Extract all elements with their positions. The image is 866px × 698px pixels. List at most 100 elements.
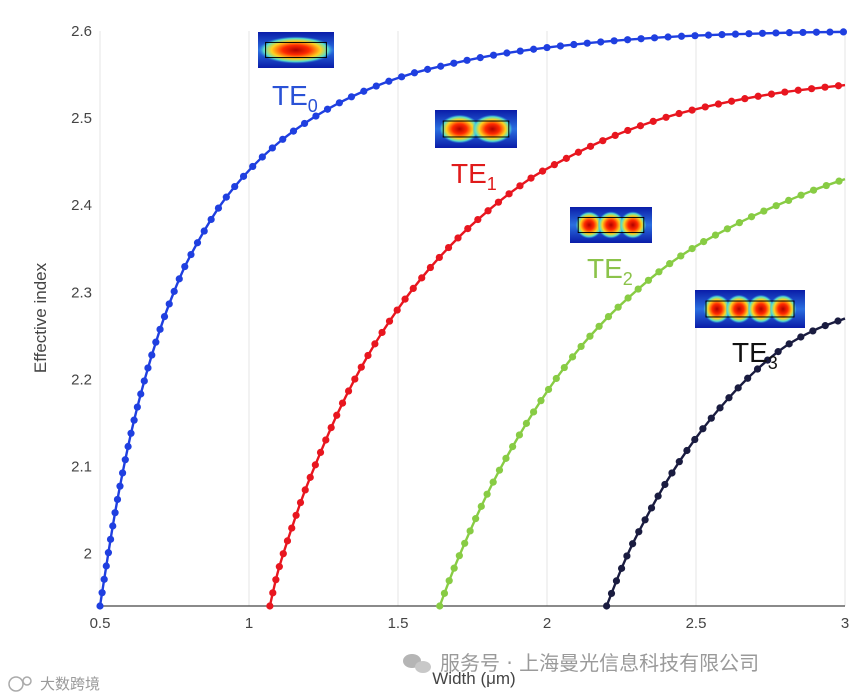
data-point-te2 [436, 602, 444, 610]
data-point-te0 [437, 62, 445, 70]
data-point-te0 [104, 549, 113, 557]
data-point-te1 [741, 95, 749, 103]
data-point-te2 [450, 564, 458, 572]
data-point-te2 [747, 213, 756, 221]
data-point-te1 [311, 461, 319, 469]
data-point-te0 [691, 32, 699, 40]
data-point-te2 [461, 539, 469, 547]
data-point-te2 [445, 577, 453, 585]
data-point-te0 [650, 34, 659, 42]
data-point-te0 [111, 509, 119, 517]
data-point-te0 [624, 36, 632, 44]
data-point-te0 [140, 377, 148, 385]
data-point-te3 [654, 492, 662, 500]
data-point-te1 [306, 473, 314, 481]
data-point-te1 [662, 113, 670, 121]
mode-profiles [258, 32, 805, 328]
x-tick-label: 2.5 [686, 615, 707, 632]
data-point-te0 [772, 29, 780, 37]
x-axis-title: Width (μm) [432, 669, 515, 688]
data-point-te3 [647, 504, 656, 512]
data-point-te0 [137, 390, 145, 398]
data-point-te0 [530, 45, 538, 53]
data-point-te3 [797, 333, 805, 341]
data-point-te1 [527, 174, 535, 182]
data-point-te0 [476, 54, 484, 62]
series-line-te2 [438, 177, 846, 607]
data-point-te1 [494, 198, 503, 206]
data-point-te0 [109, 522, 117, 530]
data-point-te3 [785, 340, 793, 348]
data-point-te0 [785, 29, 794, 37]
data-point-te3 [744, 374, 752, 382]
data-point-te1 [781, 88, 789, 96]
data-point-te0 [312, 112, 320, 120]
data-point-te0 [812, 28, 821, 36]
watermark-left: 大数跨境 [40, 675, 100, 693]
data-point-te0 [360, 87, 368, 95]
data-point-te0 [718, 31, 726, 39]
data-point-te1 [426, 263, 435, 272]
data-point-te0 [156, 325, 164, 333]
data-point-te2 [522, 419, 531, 427]
data-point-te1 [393, 306, 401, 314]
data-point-te2 [455, 552, 463, 560]
data-point-te2 [723, 225, 732, 233]
data-point-te1 [688, 106, 696, 114]
data-point-te3 [774, 348, 782, 356]
data-point-te0 [385, 77, 393, 85]
data-point-te2 [614, 303, 622, 311]
data-point-te0 [637, 35, 645, 43]
data-point-te2 [440, 589, 449, 597]
data-point-te0 [463, 56, 471, 64]
data-point-te1 [435, 253, 443, 262]
mode-label-te2: TE2 [587, 253, 633, 289]
data-point-te1 [338, 399, 347, 407]
data-point-te3 [635, 528, 643, 536]
data-point-te0 [133, 403, 141, 411]
data-point-te1 [675, 109, 683, 118]
data-point-te1 [538, 167, 547, 175]
data-point-te0 [300, 119, 309, 128]
series-line-te3 [605, 317, 846, 607]
data-point-te2 [483, 490, 491, 498]
x-tick-label: 3 [841, 615, 849, 632]
data-point-te0 [144, 364, 152, 372]
data-point-te3 [641, 516, 649, 524]
data-point-te0 [335, 99, 343, 107]
data-point-te2 [785, 196, 793, 204]
data-point-te2 [711, 231, 720, 239]
data-point-te3 [603, 602, 611, 610]
data-point-te1 [279, 550, 287, 558]
data-point-te0 [347, 93, 356, 101]
data-point-te0 [758, 29, 767, 37]
data-point-te0 [597, 38, 605, 46]
data-point-te3 [607, 589, 616, 598]
data-point-te1 [283, 537, 292, 545]
data-point-te2 [509, 443, 517, 451]
data-point-te0 [121, 456, 129, 464]
data-point-te0 [731, 30, 740, 38]
data-point-te2 [644, 276, 653, 284]
data-point-te0 [102, 562, 110, 570]
data-point-te2 [472, 515, 480, 523]
data-point-te0 [165, 300, 173, 308]
x-tick-label: 0.5 [90, 615, 111, 632]
data-point-te0 [207, 215, 215, 224]
data-point-te0 [124, 442, 132, 451]
data-point-te0 [372, 82, 380, 90]
data-point-te1 [574, 148, 583, 156]
data-point-te1 [754, 92, 762, 100]
x-tick-label: 1 [245, 615, 253, 632]
data-point-te1 [316, 448, 325, 456]
data-point-te3 [699, 425, 707, 433]
data-point-te1 [275, 563, 283, 571]
data-point-te0 [398, 73, 406, 81]
axes: 0.5 1 1.5 2 2.5 3 2 2.1 2.2 2.3 2.4 2.5 2.6 [71, 23, 849, 632]
data-point-te1 [649, 117, 657, 125]
data-point-te1 [474, 215, 482, 224]
mode-label-te0: TE0 [272, 80, 318, 116]
data-point-te1 [296, 498, 305, 507]
data-point-te0 [489, 51, 498, 59]
